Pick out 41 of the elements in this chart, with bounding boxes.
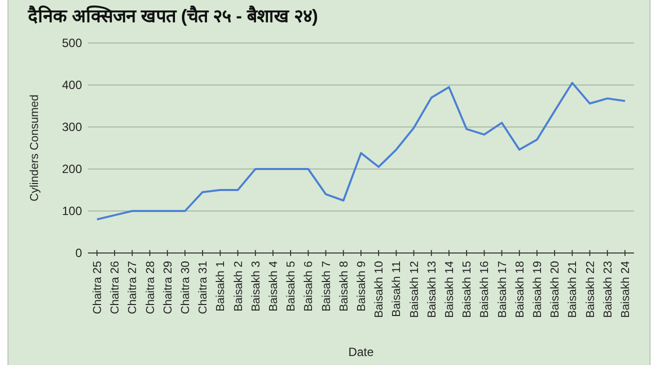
line-series: [96, 82, 626, 220]
y-tick-label: 200: [62, 162, 82, 176]
x-tick-label: Baisakh 8: [338, 261, 350, 312]
x-tick-label: Baisakh 2: [232, 261, 245, 312]
x-tick-label: Baisakh 15: [462, 261, 474, 318]
y-axis-title: Cylinders Consumed: [29, 94, 41, 202]
y-tick-label: 500: [62, 36, 82, 50]
x-tick-label: Baisakh 12: [408, 261, 421, 318]
x-tick-label: Chaitra 25: [92, 261, 104, 314]
x-tick-label: Chaitra 29: [162, 261, 174, 314]
x-tick-label: Chaitra 26: [110, 261, 122, 314]
y-tick-label: 100: [62, 204, 82, 218]
x-tick-label: Chaitra 27: [127, 261, 140, 314]
y-tick-label: 400: [62, 78, 82, 92]
x-tick-label: Baisakh 17: [496, 261, 509, 318]
x-tick-label: Chaitra 31: [198, 261, 210, 314]
x-tick-label: Baisakh 11: [391, 261, 404, 318]
x-tick-label: Baisakh 20: [550, 261, 562, 318]
x-tick-label: Baisakh 13: [426, 261, 438, 318]
x-tick-label: Baisakh 16: [479, 261, 492, 318]
x-tick-label: Baisakh 23: [602, 261, 614, 318]
x-tick-label: Baisakh 7: [320, 261, 333, 312]
x-tick-label: Chaitra 30: [180, 261, 192, 314]
x-tick-label: Baisakh 10: [374, 261, 386, 318]
x-tick-label: Baisakh 21: [567, 261, 580, 318]
x-tick-label: Baisakh 14: [444, 260, 456, 318]
x-tick-label: Baisakh 5: [286, 261, 298, 312]
y-tick-label: 0: [75, 246, 82, 260]
chart-title: दैनिक अक्सिजन खपत (चैत २५ - बैशाख २४): [27, 5, 318, 26]
x-tick-label: Baisakh 6: [303, 261, 316, 312]
x-tick-label: Baisakh 9: [356, 261, 368, 312]
y-tick-label: 300: [62, 120, 82, 134]
x-tick-label: Baisakh 3: [250, 261, 262, 312]
x-tick-label: Baisakh 18: [514, 261, 526, 318]
x-tick-label: Baisakh 19: [532, 261, 544, 318]
x-tick-label: Chaitra 28: [144, 261, 157, 314]
x-tick-label: Baisakh 22: [584, 261, 597, 318]
x-axis-title: Date: [348, 345, 374, 359]
x-tick-label: Baisakh 24: [620, 260, 632, 318]
x-tick-label: Baisakh 4: [268, 260, 280, 312]
x-tick-label: Baisakh 1: [215, 261, 228, 312]
